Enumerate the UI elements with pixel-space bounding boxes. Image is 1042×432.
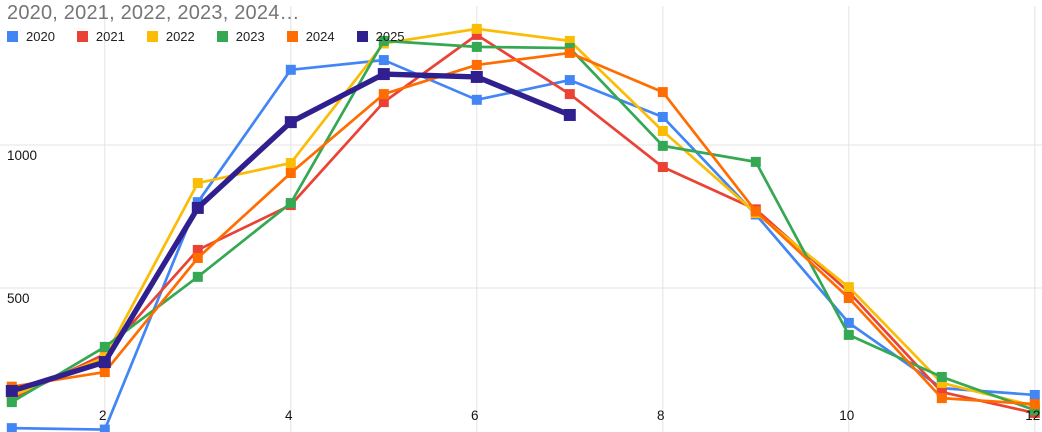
data-point-2024-m6[interactable] <box>471 59 482 70</box>
x-axis-tick-label: 8 <box>657 408 665 423</box>
data-point-2023-m2[interactable] <box>99 341 110 352</box>
data-point-2023-m12[interactable] <box>1029 405 1040 416</box>
data-point-2020-m7[interactable] <box>564 75 575 86</box>
data-point-2021-m7[interactable] <box>564 89 575 100</box>
series-line-2022 <box>10 27 1037 408</box>
legend-label: 2023 <box>235 29 265 44</box>
series-2024[interactable] <box>6 47 1040 410</box>
data-point-2023-m3[interactable] <box>192 271 203 282</box>
series-line-2021 <box>10 33 1037 415</box>
data-point-2024-m3[interactable] <box>192 252 203 263</box>
legend-item-2021[interactable]: 2021 <box>76 29 125 44</box>
data-point-2025-m2[interactable] <box>98 356 111 369</box>
series-line-2023 <box>10 39 1037 412</box>
axis-labels: 500 1000 2 4 6 8 10 12 <box>7 148 1040 423</box>
series-2025[interactable] <box>5 68 576 397</box>
data-point-2024-m8[interactable] <box>657 87 668 98</box>
data-point-2025-m4[interactable] <box>284 116 297 129</box>
data-point-2024-m5[interactable] <box>378 89 389 100</box>
data-point-2025-m5[interactable] <box>377 68 390 81</box>
data-point-2025-m3[interactable] <box>191 201 204 214</box>
data-point-2024-m4[interactable] <box>285 168 296 179</box>
series-2023[interactable] <box>6 35 1040 416</box>
data-point-2020-m1[interactable] <box>6 423 17 432</box>
legend-label: 2022 <box>165 29 195 44</box>
data-point-2023-m10[interactable] <box>843 329 854 340</box>
series-2021[interactable] <box>6 29 1040 418</box>
data-point-2022-m3[interactable] <box>192 178 203 189</box>
data-point-2022-m10[interactable] <box>843 282 854 293</box>
legend-item-2022[interactable]: 2022 <box>146 29 195 44</box>
data-point-2020-m2[interactable] <box>99 424 110 432</box>
data-point-2020-m5[interactable] <box>378 55 389 66</box>
series-line-2024 <box>10 51 1037 406</box>
data-point-2025-m1[interactable] <box>5 384 18 397</box>
data-point-2021-m6[interactable] <box>471 29 482 40</box>
y-axis-tick-label: 500 <box>7 291 30 306</box>
data-point-2023-m6[interactable] <box>471 41 482 52</box>
data-point-2021-m11[interactable] <box>936 387 947 398</box>
legend-label: 2025 <box>375 29 405 44</box>
data-point-2020-m10[interactable] <box>843 317 854 328</box>
x-axis-tick-label: 10 <box>839 408 854 423</box>
legend-swatch-icon <box>146 31 158 42</box>
legend-swatch-icon <box>76 31 88 42</box>
data-point-2024-m12[interactable] <box>1029 399 1040 410</box>
chart-header: 2020, 2021, 2022, 2023, 2024… 2020 2021 20… <box>7 0 427 44</box>
data-point-2023-m1[interactable] <box>6 397 17 408</box>
x-axis-tick-label: 12 <box>1025 408 1040 423</box>
data-point-2023-m9[interactable] <box>750 156 761 167</box>
data-point-2022-m7[interactable] <box>564 35 575 46</box>
data-point-2020-m6[interactable] <box>471 94 482 105</box>
legend-swatch-icon <box>216 31 228 42</box>
legend-label: 2024 <box>305 29 335 44</box>
data-point-2024-m9[interactable] <box>750 206 761 217</box>
legend-label: 2021 <box>95 29 125 44</box>
x-axis-tick-label: 4 <box>285 408 293 423</box>
legend-label: 2020 <box>26 29 55 44</box>
data-point-2024-m7[interactable] <box>564 47 575 58</box>
data-point-2024-m11[interactable] <box>936 393 947 404</box>
y-axis-tick-label: 1000 <box>7 148 37 163</box>
data-point-2025-m6[interactable] <box>470 70 483 83</box>
series-2022[interactable] <box>6 23 1040 412</box>
series-2020[interactable] <box>6 55 1040 432</box>
data-point-2021-m3[interactable] <box>192 244 203 255</box>
gridlines <box>0 6 1042 432</box>
legend-item-2025[interactable]: 2025 <box>356 29 405 44</box>
data-point-2022-m6[interactable] <box>471 23 482 34</box>
series-line-2020 <box>10 58 1037 431</box>
data-point-2020-m12[interactable] <box>1029 389 1040 400</box>
data-point-2020-m8[interactable] <box>657 111 668 122</box>
legend-swatch-icon <box>286 31 298 42</box>
chart-title: 2020, 2021, 2022, 2023, 2024… <box>7 2 300 24</box>
data-point-2020-m4[interactable] <box>285 64 296 75</box>
data-point-2021-m8[interactable] <box>657 162 668 173</box>
x-axis-tick-label: 6 <box>471 408 479 423</box>
legend-item-2023[interactable]: 2023 <box>216 29 265 44</box>
data-point-2024-m10[interactable] <box>843 293 854 304</box>
data-point-2022-m11[interactable] <box>936 377 947 388</box>
data-point-2022-m4[interactable] <box>285 158 296 169</box>
chart-legend: 2020 2021 2022 2023 2024 2025 <box>7 29 427 44</box>
data-point-2023-m5[interactable] <box>378 35 389 46</box>
legend-item-2020[interactable]: 2020 <box>7 29 55 44</box>
x-axis-tick-label: 2 <box>99 408 107 423</box>
data-point-2021-m5[interactable] <box>378 97 389 108</box>
data-point-2025-m7[interactable] <box>563 108 576 121</box>
legend-swatch-icon <box>7 31 18 42</box>
legend-item-2024[interactable]: 2024 <box>286 29 335 44</box>
legend-swatch-icon <box>356 31 368 42</box>
data-point-2023-m4[interactable] <box>285 198 296 209</box>
data-point-2023-m8[interactable] <box>657 140 668 151</box>
data-point-2022-m8[interactable] <box>657 125 668 136</box>
data-point-2024-m2[interactable] <box>99 367 110 378</box>
data-point-2023-m11[interactable] <box>936 371 947 382</box>
